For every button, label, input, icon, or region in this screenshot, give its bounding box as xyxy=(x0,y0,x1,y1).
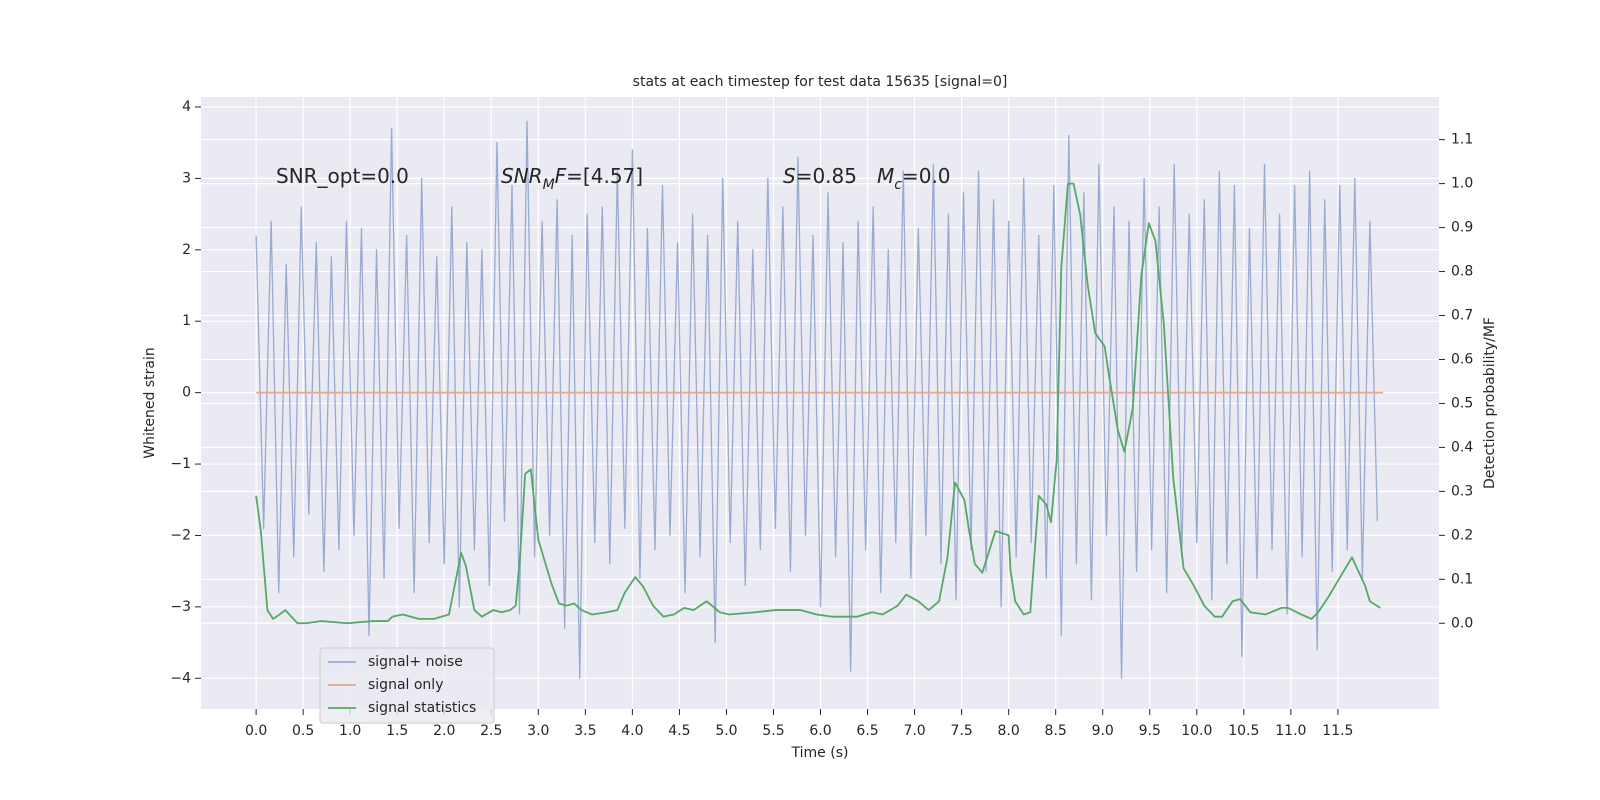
y-tick-label: −2 xyxy=(170,527,191,543)
x-tick-label: 4.5 xyxy=(668,723,690,739)
y2-axis-label: Detection probability/MF xyxy=(1482,317,1498,489)
y2-tick-label: 0.7 xyxy=(1451,308,1473,324)
annotation-part: M xyxy=(543,177,555,193)
annotation: S=0.85 xyxy=(783,164,857,188)
annotation-part: M xyxy=(877,164,894,188)
y-axis-label: Whitened strain xyxy=(142,347,158,458)
y2-tick-label: 0.4 xyxy=(1451,439,1473,455)
y2-tick-label: 1.1 xyxy=(1451,132,1473,148)
annotation-part: =0.0 xyxy=(902,164,951,188)
chart-title: stats at each timestep for test data 156… xyxy=(633,74,1008,90)
x-tick-label: 0.5 xyxy=(292,723,314,739)
y-tick-label: 0 xyxy=(182,385,191,401)
x-tick-label: 2.0 xyxy=(433,723,455,739)
y-tick-label: −3 xyxy=(170,599,191,615)
y2-tick-label: 1.0 xyxy=(1451,176,1473,192)
series-line xyxy=(255,182,1381,625)
annotation-part: =0.85 xyxy=(796,164,857,188)
x-tick-label: 5.5 xyxy=(762,723,784,739)
x-tick-label: 10.0 xyxy=(1181,723,1212,739)
y-tick-label: −4 xyxy=(170,670,191,686)
annotation-part: S xyxy=(783,164,796,188)
y-tick-label: 3 xyxy=(182,170,191,186)
x-tick-label: 6.5 xyxy=(856,723,878,739)
x-tick-label: 11.0 xyxy=(1275,723,1306,739)
y-tick-label: 1 xyxy=(182,313,191,329)
y-tick-label: 2 xyxy=(182,242,191,258)
annotation-part: c xyxy=(894,177,902,193)
y2-tick-label: 0.2 xyxy=(1451,527,1473,543)
x-tick-label: 4.0 xyxy=(621,723,643,739)
y2-tick-label: 0.1 xyxy=(1451,571,1473,587)
x-tick-label: 6.0 xyxy=(809,723,831,739)
y2-tick-label: 0.6 xyxy=(1451,351,1473,367)
y-tick-label: 4 xyxy=(182,99,191,115)
legend-label: signal statistics xyxy=(368,700,476,716)
y2-tick-label: 0.5 xyxy=(1451,395,1473,411)
x-tick-label: 9.0 xyxy=(1092,723,1114,739)
x-tick-label: 2.5 xyxy=(480,723,502,739)
x-tick-label: 3.5 xyxy=(574,723,596,739)
annotation-part: SNR_opt=0.0 xyxy=(276,164,409,188)
annotation-part: SNR xyxy=(501,164,543,188)
annotation: Mc=0.0 xyxy=(877,164,951,194)
x-tick-label: 0.0 xyxy=(245,723,267,739)
legend-label: signal+ noise xyxy=(368,654,463,670)
x-tick-label: 7.5 xyxy=(950,723,972,739)
y2-tick-label: 0.0 xyxy=(1451,615,1473,631)
series-line xyxy=(255,120,1379,679)
y2-tick-label: 0.3 xyxy=(1451,483,1473,499)
x-axis-label: Time (s) xyxy=(791,745,849,761)
x-tick-label: 1.5 xyxy=(386,723,408,739)
x-tick-label: 8.0 xyxy=(998,723,1020,739)
legend-label: signal only xyxy=(368,677,443,693)
x-tick-label: 3.0 xyxy=(527,723,549,739)
y2-tick-label: 0.9 xyxy=(1451,220,1473,236)
x-tick-label: 1.0 xyxy=(339,723,361,739)
x-tick-label: 7.0 xyxy=(903,723,925,739)
annotation-part: =[4.57] xyxy=(566,164,643,188)
x-tick-label: 11.5 xyxy=(1322,723,1353,739)
x-tick-label: 10.5 xyxy=(1228,723,1259,739)
y2-tick-label: 0.8 xyxy=(1451,264,1473,280)
annotation: SNR_opt=0.0 xyxy=(276,164,409,188)
x-tick-label: 8.5 xyxy=(1045,723,1067,739)
legend-box xyxy=(319,647,495,724)
y-tick-label: −1 xyxy=(170,456,191,472)
x-tick-label: 9.5 xyxy=(1139,723,1161,739)
annotation: SNRMF=[4.57] xyxy=(501,164,643,194)
x-tick-label: 5.0 xyxy=(715,723,737,739)
annotation-part: F xyxy=(555,164,567,188)
